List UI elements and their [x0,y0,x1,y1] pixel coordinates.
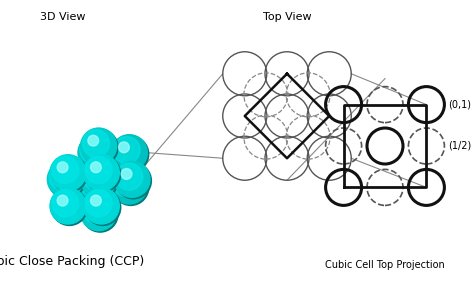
Circle shape [121,168,132,179]
Circle shape [85,190,112,217]
Circle shape [85,175,96,186]
Circle shape [88,135,99,146]
Circle shape [78,135,114,171]
Circle shape [113,137,140,164]
Circle shape [91,195,101,206]
Circle shape [115,163,151,199]
Circle shape [113,136,149,172]
Circle shape [88,168,99,179]
Circle shape [91,162,101,173]
Circle shape [83,188,119,224]
Circle shape [111,135,147,171]
Circle shape [57,162,68,173]
Circle shape [118,142,129,153]
Circle shape [52,156,79,183]
Text: Cubic Cell Top Projection: Cubic Cell Top Projection [325,260,445,270]
Circle shape [85,142,96,153]
Circle shape [118,175,129,186]
Circle shape [50,188,86,224]
Circle shape [52,156,87,192]
Circle shape [49,163,85,199]
Circle shape [80,170,116,205]
Circle shape [85,189,121,225]
Circle shape [113,170,149,205]
Circle shape [78,168,114,204]
Text: (0,1): (0,1) [448,100,472,110]
Text: (1/2): (1/2) [448,141,472,151]
Circle shape [47,161,83,197]
Text: Cubic Close Packing (CCP): Cubic Close Packing (CCP) [0,255,144,268]
Circle shape [116,163,143,190]
Circle shape [85,156,112,183]
Circle shape [83,155,119,191]
Circle shape [88,202,99,213]
Circle shape [82,163,109,190]
Circle shape [82,197,109,224]
Circle shape [81,161,117,197]
Circle shape [82,130,118,166]
Circle shape [80,170,107,197]
Circle shape [52,190,79,217]
Circle shape [50,155,86,191]
Circle shape [57,195,68,206]
Circle shape [80,137,107,164]
Circle shape [81,128,117,164]
Circle shape [82,130,109,157]
Circle shape [81,195,117,231]
Circle shape [55,168,65,179]
Circle shape [80,136,116,172]
Circle shape [49,163,76,190]
Circle shape [114,161,150,197]
Circle shape [113,170,140,197]
Circle shape [52,189,87,225]
Circle shape [111,168,147,204]
Text: Top View: Top View [263,12,311,22]
Circle shape [85,156,121,192]
Circle shape [82,163,118,199]
Circle shape [82,196,118,232]
Text: 3D View: 3D View [40,12,86,22]
